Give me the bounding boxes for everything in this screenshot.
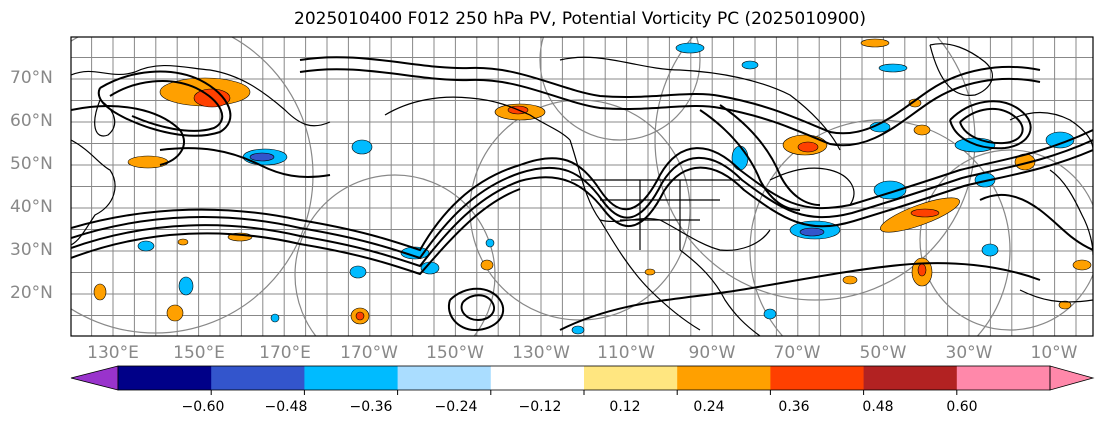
lon-label-90w: 90°W [688, 343, 736, 363]
colorbar-tick-label: −0.24 [434, 399, 478, 415]
colorbar-tick-label: −0.12 [518, 399, 562, 415]
lon-label-170e: 170°E [259, 343, 311, 363]
lon-label-170w: 170°W [340, 343, 398, 363]
colorbar-segment [211, 366, 305, 390]
lon-label-10w: 10°W [1030, 343, 1078, 363]
lon-label-110w: 110°W [597, 343, 655, 363]
lat-label-40n: 40°N [10, 197, 53, 217]
colorbar-segment [863, 366, 958, 390]
colorbar-tick-label: −0.36 [349, 399, 393, 415]
colorbar-extend-low [70, 365, 119, 391]
map-title: 2025010400 F012 250 hPa PV, Potential Vo… [294, 9, 866, 29]
colorbar-segment [677, 366, 771, 390]
lon-label-30w: 30°W [945, 343, 993, 363]
lat-label-30n: 30°N [10, 240, 53, 260]
colorbar-tick-label: 0.36 [778, 399, 810, 415]
colorbar-tick-label: 0.48 [862, 399, 894, 415]
colorbar-tick-label: 0.60 [946, 399, 978, 415]
lon-label-50w: 50°W [859, 343, 907, 363]
colorbar-segment [118, 366, 212, 390]
lon-label-130e: 130°E [87, 343, 139, 363]
pv-contours [71, 56, 1093, 332]
coastlines [71, 43, 1093, 336]
colorbar-segment [397, 366, 492, 390]
colorbar [70, 365, 1095, 395]
lat-label-50n: 50°N [10, 154, 53, 174]
colorbar-segment [956, 366, 1051, 390]
lat-label-20n: 20°N [10, 283, 53, 303]
colorbar-tick-label: −0.60 [181, 399, 225, 415]
colorbar-segment [584, 366, 678, 390]
lon-label-70w: 70°W [773, 343, 821, 363]
colorbar-segment [770, 366, 865, 390]
map-border [70, 36, 1094, 337]
colorbar-tick-label: 0.24 [693, 399, 725, 415]
lat-label-60n: 60°N [10, 111, 53, 131]
lat-label-70n: 70°N [10, 68, 53, 88]
colorbar-segment [490, 366, 585, 390]
lon-label-150e: 150°E [173, 343, 225, 363]
lon-label-150w: 150°W [426, 343, 484, 363]
colorbar-tick-label: 0.12 [609, 399, 641, 415]
colorbar-segment [304, 366, 399, 390]
lon-label-130w: 130°W [512, 343, 570, 363]
colorbar-tick-label: −0.48 [264, 399, 308, 415]
colorbar-extend-high [1049, 365, 1095, 391]
